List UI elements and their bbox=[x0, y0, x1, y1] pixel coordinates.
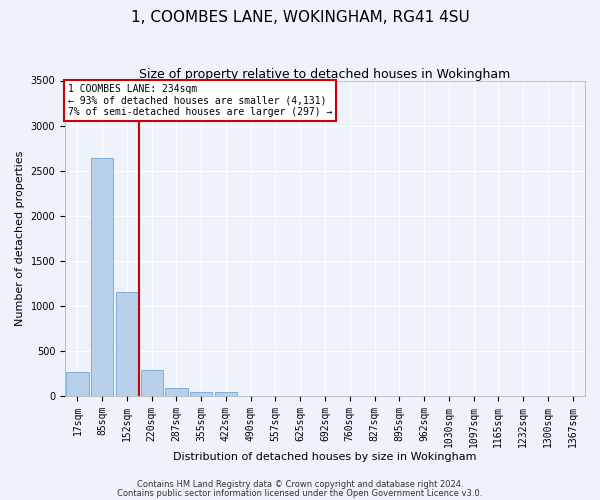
Bar bbox=[66, 372, 89, 396]
Y-axis label: Number of detached properties: Number of detached properties bbox=[15, 150, 25, 326]
Text: Contains HM Land Registry data © Crown copyright and database right 2024.: Contains HM Land Registry data © Crown c… bbox=[137, 480, 463, 489]
Text: Contains public sector information licensed under the Open Government Licence v3: Contains public sector information licen… bbox=[118, 488, 482, 498]
Bar bbox=[116, 292, 138, 396]
Bar bbox=[215, 392, 237, 396]
Bar bbox=[91, 158, 113, 396]
Title: Size of property relative to detached houses in Wokingham: Size of property relative to detached ho… bbox=[139, 68, 511, 80]
X-axis label: Distribution of detached houses by size in Wokingham: Distribution of detached houses by size … bbox=[173, 452, 477, 462]
Text: 1, COOMBES LANE, WOKINGHAM, RG41 4SU: 1, COOMBES LANE, WOKINGHAM, RG41 4SU bbox=[131, 10, 469, 25]
Bar bbox=[140, 370, 163, 396]
Text: 1 COOMBES LANE: 234sqm
← 93% of detached houses are smaller (4,131)
7% of semi-d: 1 COOMBES LANE: 234sqm ← 93% of detached… bbox=[68, 84, 332, 117]
Bar bbox=[190, 392, 212, 396]
Bar bbox=[166, 388, 188, 396]
